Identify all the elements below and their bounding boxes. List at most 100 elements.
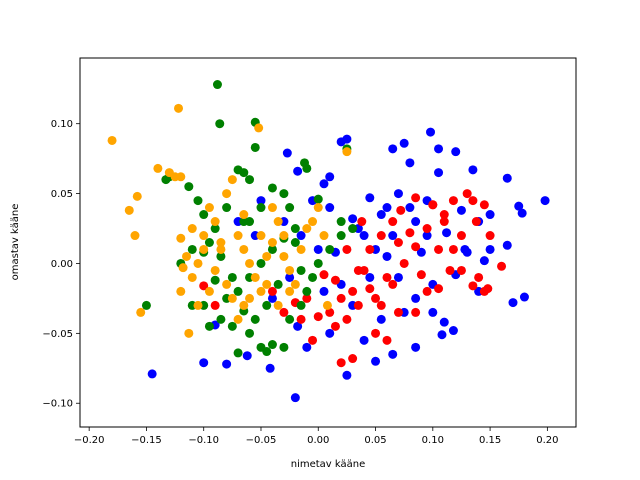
data-point: [434, 244, 444, 254]
data-point: [359, 231, 369, 241]
data-point: [279, 342, 289, 352]
data-point: [313, 258, 323, 268]
data-point: [242, 351, 252, 361]
data-point: [130, 231, 140, 241]
data-point: [376, 231, 386, 241]
data-point: [176, 233, 186, 243]
data-point: [353, 300, 363, 310]
data-point: [250, 272, 260, 282]
data-point: [285, 203, 295, 213]
data-point: [422, 231, 432, 241]
data-point: [233, 286, 243, 296]
data-point: [399, 258, 409, 268]
data-point: [273, 300, 283, 310]
data-point: [282, 148, 292, 158]
data-point: [330, 275, 340, 285]
data-point: [153, 163, 163, 173]
data-point: [396, 205, 406, 215]
data-point: [204, 203, 214, 213]
data-point: [285, 272, 295, 282]
data-point: [187, 272, 197, 282]
data-point: [405, 203, 415, 213]
data-point: [285, 286, 295, 296]
data-point: [262, 279, 272, 289]
data-point: [222, 189, 232, 199]
data-point: [245, 258, 255, 268]
data-point: [227, 321, 237, 331]
data-point: [456, 231, 466, 241]
data-point: [313, 312, 323, 322]
data-point: [187, 244, 197, 254]
x-axis-ticks: −0.20 −0.15 −0.10 −0.05 0.00 0.05 0.10 0.15 0.20: [74, 427, 558, 446]
data-point: [233, 348, 243, 358]
data-point: [193, 258, 203, 268]
data-point: [434, 168, 444, 178]
data-point: [245, 175, 255, 185]
data-point: [212, 80, 222, 90]
data-point: [468, 196, 478, 206]
x-tick-label: 0.00: [307, 435, 329, 446]
data-point: [184, 328, 194, 338]
data-point: [382, 335, 392, 345]
data-point: [448, 196, 458, 206]
data-point: [239, 244, 249, 254]
data-point: [313, 203, 323, 213]
data-point: [353, 265, 363, 275]
data-point: [239, 168, 249, 178]
data-point: [222, 279, 232, 289]
data-point: [239, 210, 249, 220]
data-point: [124, 205, 134, 215]
data-point: [222, 203, 232, 213]
data-point: [336, 231, 346, 241]
data-point: [262, 300, 272, 310]
data-point: [210, 217, 220, 227]
data-point: [227, 175, 237, 185]
data-point: [174, 103, 184, 113]
plot-area: [80, 58, 576, 427]
data-point: [382, 272, 392, 282]
data-point: [176, 286, 186, 296]
data-point: [439, 317, 449, 327]
data-point: [136, 307, 146, 317]
data-point: [210, 265, 220, 275]
data-point: [439, 217, 449, 227]
data-point: [296, 314, 306, 324]
data-point: [107, 135, 117, 145]
data-point: [273, 279, 283, 289]
data-point: [388, 231, 398, 241]
x-axis-title: nimetav kääne: [291, 459, 366, 470]
data-point: [267, 286, 277, 296]
data-point: [416, 270, 426, 280]
data-point: [497, 261, 507, 271]
x-tick-label: −0.05: [246, 435, 277, 446]
data-point: [434, 284, 444, 294]
data-point: [210, 275, 220, 285]
data-point: [434, 144, 444, 154]
data-point: [399, 138, 409, 148]
data-point: [411, 307, 421, 317]
data-point: [290, 224, 300, 234]
data-points: [107, 80, 550, 403]
data-point: [250, 314, 260, 324]
data-point: [365, 284, 375, 294]
data-point: [245, 293, 255, 303]
data-point: [227, 272, 237, 282]
x-tick-label: −0.20: [74, 435, 105, 446]
data-point: [199, 358, 209, 368]
data-point: [296, 300, 306, 310]
data-point: [359, 335, 369, 345]
data-point: [256, 203, 266, 213]
y-tick-label: 0.10: [51, 119, 73, 130]
data-point: [325, 203, 335, 213]
data-point: [141, 300, 151, 310]
data-point: [448, 326, 458, 336]
data-point: [296, 244, 306, 254]
data-point: [357, 217, 367, 227]
plot-frame: [79, 57, 577, 428]
data-point: [267, 244, 277, 254]
data-point: [388, 349, 398, 359]
data-point: [411, 242, 421, 252]
data-point: [279, 307, 289, 317]
x-tick-label: 0.05: [364, 435, 386, 446]
data-point: [460, 244, 470, 254]
